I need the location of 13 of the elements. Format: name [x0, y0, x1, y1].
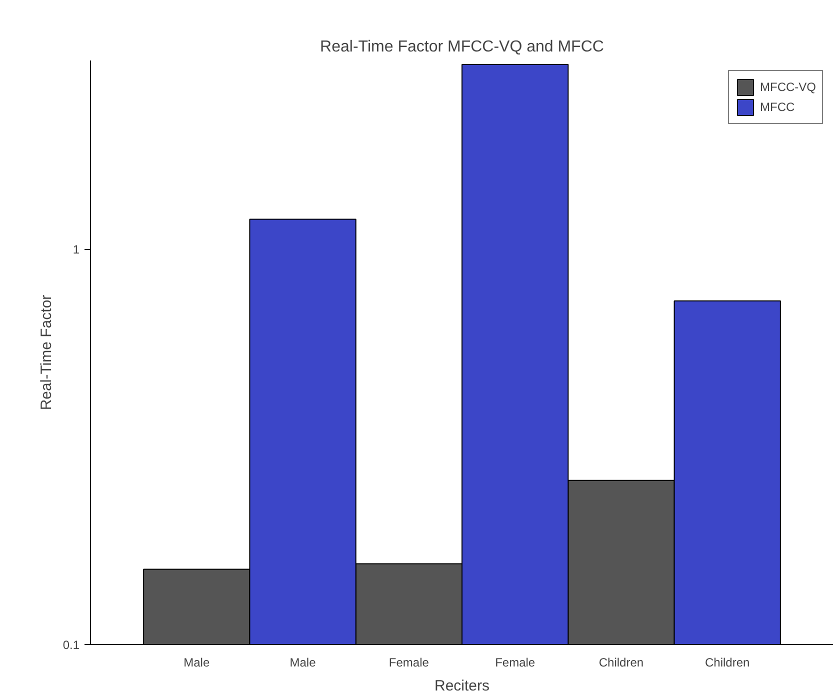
x-tick-label: Female: [495, 656, 536, 670]
chart-title: Real-Time Factor MFCC-VQ and MFCC: [320, 38, 604, 56]
y-tick-label: 0.1: [62, 638, 80, 652]
legend-label: MFCC: [760, 100, 795, 114]
y-tick-label: 1: [72, 242, 80, 257]
y-axis-title: Real-Time Factor: [38, 294, 55, 410]
x-tick-label: Children: [598, 656, 644, 670]
x-tick-label: Male: [184, 656, 210, 670]
legend-label: MFCC-VQ: [760, 80, 816, 94]
x-tick-label: Male: [290, 656, 316, 670]
x-axis-title: Reciters: [434, 678, 490, 694]
x-tick-label: Female: [388, 656, 430, 670]
x-tick-label: Children: [705, 656, 750, 670]
